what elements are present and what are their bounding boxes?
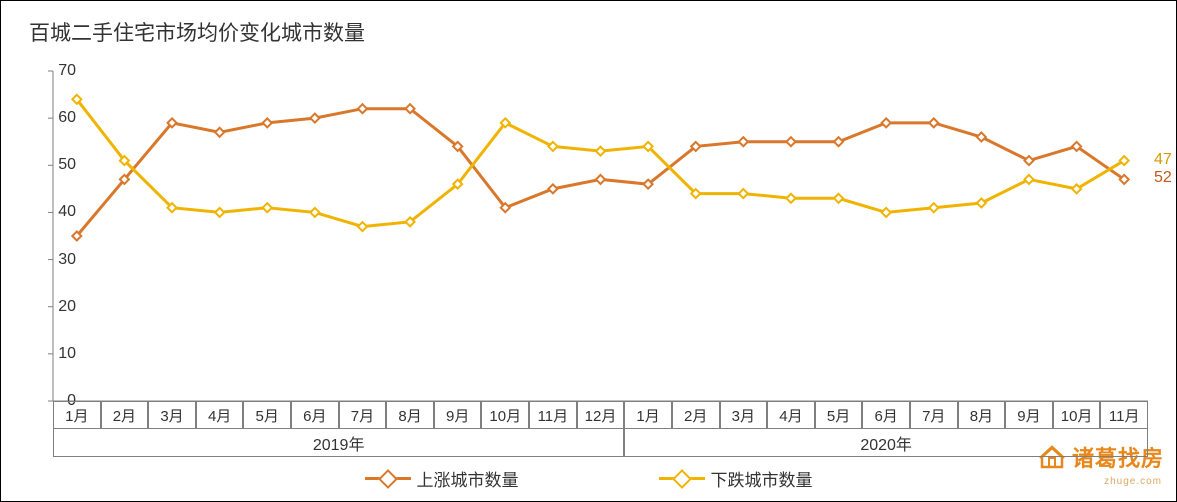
- marker-fall: [882, 208, 891, 217]
- x-month-cell: 4月: [196, 401, 244, 429]
- marker-fall: [596, 147, 605, 156]
- x-month-cell: 1月: [624, 401, 672, 429]
- y-tick-label: 50: [36, 156, 76, 174]
- x-month-cell: 11月: [529, 401, 577, 429]
- marker-rise: [882, 118, 891, 127]
- y-tick-label: 30: [36, 251, 76, 269]
- x-month-cell: 9月: [434, 401, 482, 429]
- x-month-cell: 5月: [815, 401, 863, 429]
- legend-swatch-fall: [659, 477, 705, 480]
- x-month-cell: 1月: [53, 401, 101, 429]
- x-month-cell: 3月: [148, 401, 196, 429]
- series-line-rise: [77, 109, 1124, 236]
- x-month-cell: 8月: [958, 401, 1006, 429]
- legend-label-rise: 上涨城市数量: [417, 466, 519, 491]
- end-label-fall: 47: [1154, 151, 1172, 169]
- marker-rise: [929, 118, 938, 127]
- marker-fall: [215, 208, 224, 217]
- chart-container: 百城二手住宅市场均价变化城市数量 52 47 上涨城市数量 下跌城市数量 诸葛找…: [0, 0, 1177, 502]
- marker-fall: [358, 222, 367, 231]
- x-month-cell: 11月: [1100, 401, 1148, 429]
- legend: 上涨城市数量 下跌城市数量: [1, 466, 1176, 491]
- marker-rise: [834, 137, 843, 146]
- y-tick-label: 20: [36, 298, 76, 316]
- watermark-sub: zhuge.com: [1104, 476, 1162, 487]
- y-tick-label: 10: [36, 345, 76, 363]
- x-month-cell: 7月: [339, 401, 387, 429]
- marker-fall: [929, 203, 938, 212]
- marker-fall: [310, 208, 319, 217]
- x-month-cell: 6月: [291, 401, 339, 429]
- marker-rise: [263, 118, 272, 127]
- legend-item-fall: 下跌城市数量: [659, 466, 813, 491]
- x-year-cell: 2020年: [624, 429, 1148, 457]
- x-month-cell: 9月: [1005, 401, 1053, 429]
- x-month-cell: 10月: [1053, 401, 1101, 429]
- series-line-fall: [77, 99, 1124, 226]
- marker-rise: [739, 137, 748, 146]
- x-month-cell: 8月: [386, 401, 434, 429]
- end-label-rise: 52: [1154, 169, 1172, 187]
- marker-rise: [215, 128, 224, 137]
- marker-rise: [548, 184, 557, 193]
- marker-fall: [263, 203, 272, 212]
- x-month-cell: 2月: [672, 401, 720, 429]
- x-year-cell: 2019年: [53, 429, 624, 457]
- y-tick-label: 60: [36, 109, 76, 127]
- marker-fall: [834, 194, 843, 203]
- marker-rise: [596, 175, 605, 184]
- x-month-cell: 2月: [101, 401, 149, 429]
- legend-label-fall: 下跌城市数量: [711, 466, 813, 491]
- x-month-cell: 6月: [862, 401, 910, 429]
- legend-item-rise: 上涨城市数量: [365, 466, 519, 491]
- marker-fall: [739, 189, 748, 198]
- marker-rise: [786, 137, 795, 146]
- legend-swatch-rise: [365, 477, 411, 480]
- x-month-cell: 3月: [720, 401, 768, 429]
- y-tick-label: 70: [36, 62, 76, 80]
- x-month-cell: 12月: [577, 401, 625, 429]
- x-month-cell: 4月: [767, 401, 815, 429]
- marker-rise: [358, 104, 367, 113]
- marker-rise: [310, 114, 319, 123]
- x-month-cell: 7月: [910, 401, 958, 429]
- x-month-cell: 10月: [481, 401, 529, 429]
- marker-fall: [786, 194, 795, 203]
- x-month-cell: 5月: [243, 401, 291, 429]
- y-tick-label: 40: [36, 203, 76, 221]
